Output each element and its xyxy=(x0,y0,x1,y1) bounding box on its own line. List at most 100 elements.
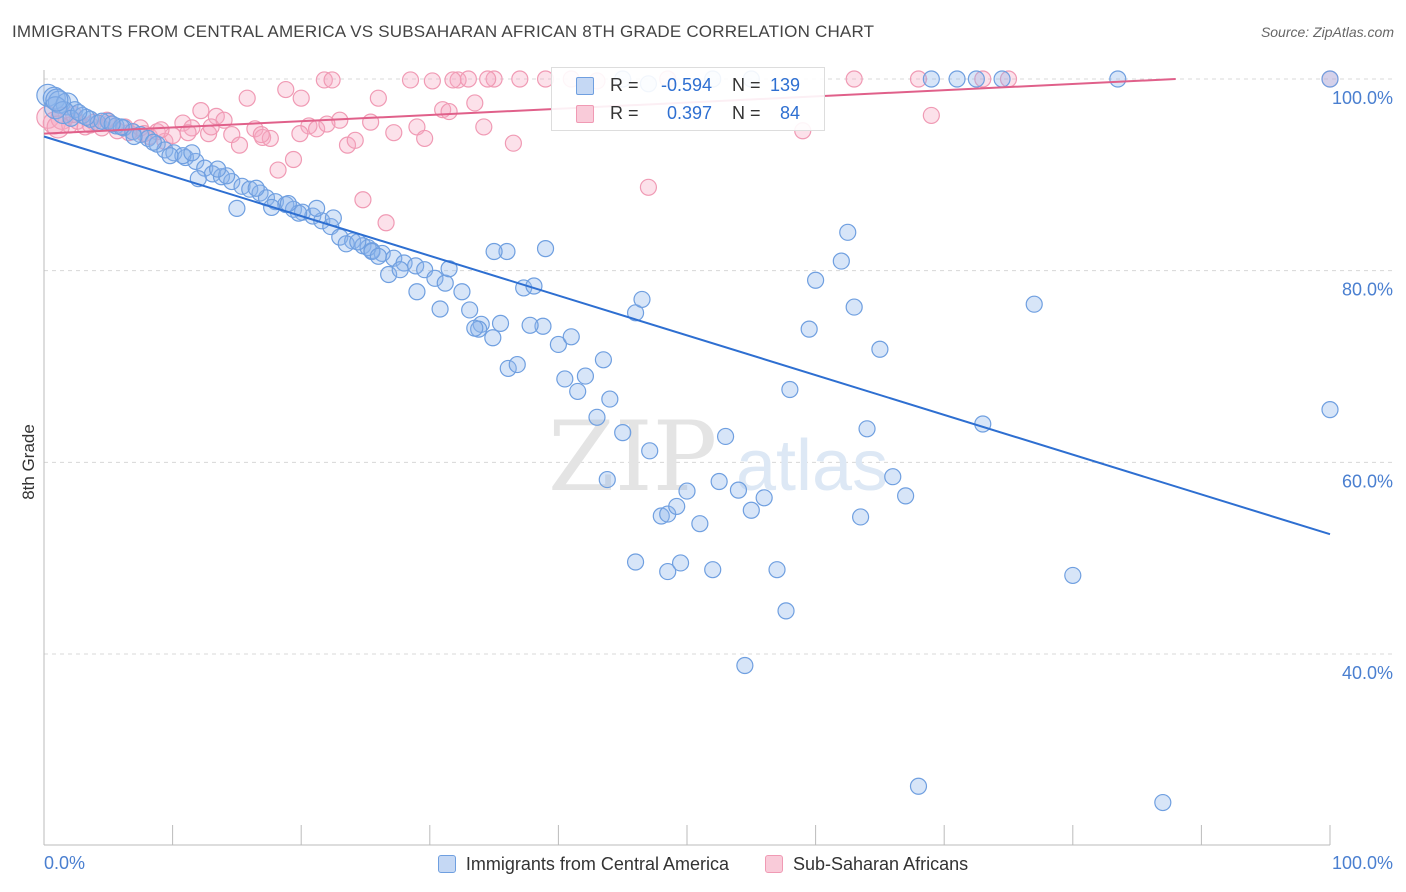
point-sub-saharan xyxy=(354,191,372,209)
point-central-america xyxy=(391,261,409,279)
point-central-america xyxy=(626,553,645,571)
point-central-america xyxy=(521,316,539,334)
legend-item-central-america[interactable]: Immigrants from Central America xyxy=(437,850,729,878)
point-central-america xyxy=(426,269,444,287)
y-tick-label: 100.0% xyxy=(1332,88,1393,108)
point-central-america xyxy=(131,125,150,144)
stats-n-value: 139 xyxy=(769,75,800,95)
y-tick-label: 60.0% xyxy=(1342,471,1393,491)
point-central-america xyxy=(247,179,265,197)
point-sub-saharan xyxy=(179,124,197,142)
point-central-america xyxy=(594,351,613,369)
point-central-america xyxy=(922,70,940,88)
point-central-america xyxy=(884,468,902,486)
point-central-america xyxy=(742,501,760,519)
x-tick-label-start: 0.0% xyxy=(44,853,85,873)
point-sub-saharan xyxy=(323,71,341,89)
point-central-america xyxy=(704,561,722,579)
point-central-america xyxy=(144,133,162,151)
point-central-america xyxy=(839,223,857,241)
point-central-america xyxy=(499,359,517,378)
point-sub-saharan xyxy=(922,106,940,125)
point-central-america xyxy=(549,335,568,354)
point-central-america xyxy=(716,427,735,446)
point-sub-saharan xyxy=(416,129,434,148)
y-axis-label: 8th Grade xyxy=(19,424,38,500)
point-central-america xyxy=(993,70,1011,88)
point-sub-saharan xyxy=(292,89,310,107)
tick-labels: 40.0% 60.0% 80.0% 100.0% 0.0% 100.0% 8th Grade xyxy=(19,88,1393,873)
stats-swatch-pink xyxy=(576,105,594,123)
point-central-america xyxy=(1025,295,1043,313)
point-central-america xyxy=(103,115,121,133)
point-central-america xyxy=(1154,793,1172,812)
source-label: Source: ZipAtlas.com xyxy=(1260,24,1394,40)
point-central-america xyxy=(768,561,786,579)
point-central-america xyxy=(858,420,876,438)
point-sub-saharan xyxy=(511,70,529,88)
point-central-america xyxy=(576,367,595,385)
point-sub-saharan xyxy=(479,70,497,88)
point-central-america xyxy=(1064,566,1082,585)
gridlines xyxy=(44,78,1392,655)
point-sub-saharan xyxy=(277,80,295,99)
point-central-america xyxy=(633,290,651,309)
point-central-america xyxy=(871,340,889,358)
stats-n-label: N = xyxy=(732,75,761,95)
point-central-america xyxy=(369,247,387,265)
point-central-america xyxy=(588,408,606,426)
point-central-america xyxy=(948,70,966,88)
stats-r-value: -0.594 xyxy=(660,75,712,95)
point-central-america xyxy=(51,100,75,125)
legend-item-sub-saharan[interactable]: Sub-Saharan Africans xyxy=(764,850,968,878)
point-central-america xyxy=(806,271,825,289)
stats-r-label: R = xyxy=(610,75,639,95)
point-sub-saharan xyxy=(284,150,303,169)
legend: Immigrants from Central America Sub-Saha… xyxy=(0,850,1406,878)
stats-row-blue: R = -0.594 N = 139 xyxy=(552,72,824,100)
point-central-america xyxy=(601,390,619,408)
stats-legend: R = -0.594 N = 139 R = 0.397 N = 84 xyxy=(551,67,825,131)
point-sub-saharan xyxy=(252,125,270,144)
point-sub-saharan xyxy=(291,125,309,143)
point-central-america xyxy=(755,489,773,507)
point-central-america xyxy=(671,554,690,572)
point-central-america xyxy=(508,355,526,374)
point-sub-saharan xyxy=(485,70,503,88)
point-central-america xyxy=(209,160,227,178)
legend-swatch-blue xyxy=(437,855,456,873)
point-sub-saharan xyxy=(269,161,287,179)
stats-n-label: N = xyxy=(732,103,761,123)
point-central-america xyxy=(569,382,587,401)
point-central-america xyxy=(652,507,670,525)
axes xyxy=(43,70,1331,846)
point-central-america xyxy=(498,242,516,261)
point-central-america xyxy=(967,70,985,88)
point-central-america xyxy=(777,602,795,620)
point-sub-saharan xyxy=(444,71,462,89)
point-central-america xyxy=(491,314,510,332)
point-central-america xyxy=(1109,70,1127,88)
point-central-america xyxy=(659,562,677,581)
point-central-america xyxy=(484,329,502,347)
point-central-america xyxy=(800,320,818,338)
point-sub-saharan xyxy=(459,70,477,88)
watermark-zip: ZIP xyxy=(548,401,717,513)
point-central-america xyxy=(161,147,179,165)
point-central-america xyxy=(461,301,479,319)
point-central-america xyxy=(241,180,259,198)
point-central-america xyxy=(668,497,686,516)
point-sub-saharan xyxy=(440,102,458,121)
point-sub-saharan xyxy=(192,102,210,120)
point-sub-saharan xyxy=(909,70,928,88)
point-sub-saharan xyxy=(845,70,863,88)
point-central-america xyxy=(562,328,580,346)
point-central-america xyxy=(1321,401,1339,419)
point-central-america xyxy=(852,508,870,526)
point-central-america xyxy=(218,167,236,185)
y-tick-label: 40.0% xyxy=(1342,663,1393,683)
stats-swatch-blue xyxy=(576,77,594,95)
point-sub-saharan xyxy=(318,115,336,133)
point-central-america xyxy=(598,470,616,489)
